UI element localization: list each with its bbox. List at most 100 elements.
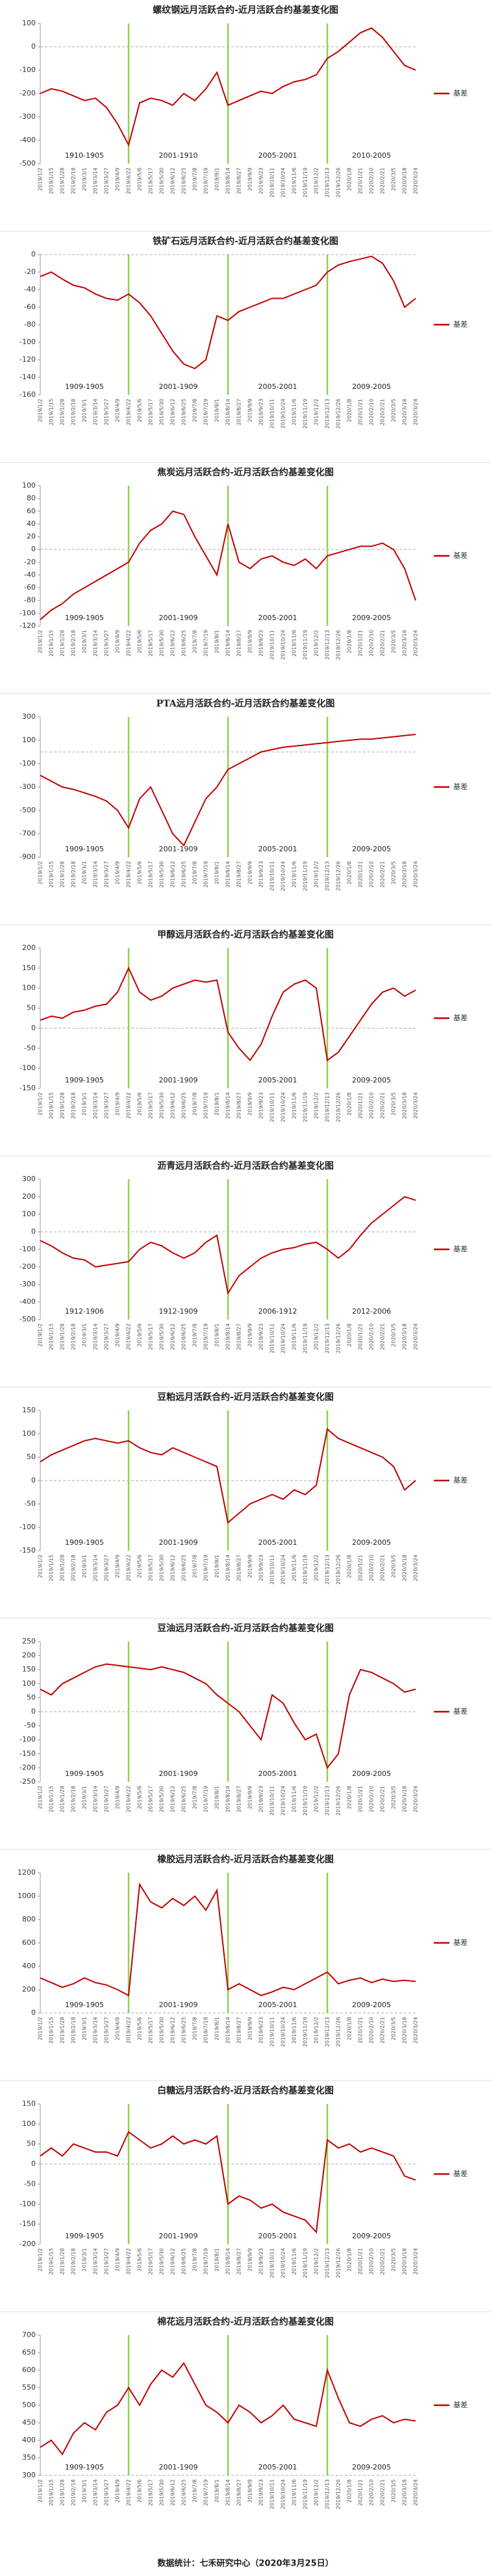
x-tick-label: 2019/7/8 [192, 399, 198, 422]
x-tick-label: 2019/1/15 [49, 2248, 55, 2275]
x-tick-label: 2019/8/1 [214, 1786, 220, 1809]
x-tick-label: 2019/1/15 [49, 861, 55, 888]
x-tick-label: 2019/2/18 [71, 861, 77, 888]
footer: 数据统计：七禾研究中心（2020年3月25日） [157, 2558, 333, 2569]
period-label: 1909-1905 [65, 2232, 104, 2240]
period-label: 2005-2001 [258, 2463, 297, 2471]
x-tick-label: 2020/3/24 [413, 861, 419, 888]
x-tick-label: 2019/5/30 [159, 2479, 165, 2506]
chart-title: 豆油远月活跃合约-近月活跃合约基差变化图 [157, 1623, 334, 1634]
period-label: 2005-2001 [258, 845, 297, 853]
legend-label: 基差 [453, 1938, 468, 1947]
x-tick-label: 2019/1/2 [38, 1092, 44, 1116]
x-tick-label: 2019/9/9 [247, 168, 253, 191]
x-tick-label: 2019/11/6 [292, 1323, 297, 1350]
x-tick-label: 2019/3/14 [93, 399, 99, 425]
x-tick-label: 2019/7/8 [192, 2248, 198, 2271]
x-tick-label: 2019/8/27 [236, 2017, 242, 2044]
x-tick-label: 2019/6/12 [170, 2479, 176, 2506]
x-tick-label: 2019/6/25 [181, 861, 187, 888]
x-tick-label: 2019/4/22 [126, 1323, 132, 1350]
chart-title: 橡胶远月活跃合约-近月活跃合约基差变化图 [157, 1854, 334, 1865]
x-tick-label: 2019/3/27 [104, 2017, 110, 2044]
x-tick-label: 2020/2/21 [380, 2479, 386, 2506]
x-tick-label: 2020/1/21 [358, 861, 364, 888]
x-tick-label: 2019/1/15 [49, 1092, 55, 1119]
x-tick-label: 2019/1/28 [60, 2248, 66, 2275]
x-tick-label: 2019/12/26 [336, 168, 342, 197]
y-tick-label: 100 [22, 2120, 36, 2128]
x-tick-label: 2020/2/21 [380, 1092, 386, 1119]
y-tick-label: 100 [22, 1679, 36, 1688]
x-tick-label: 2019/8/1 [214, 1323, 220, 1347]
x-tick-label: 2019/2/18 [71, 630, 77, 657]
x-tick-label: 2019/10/11 [270, 1323, 275, 1353]
y-tick-label: 150 [22, 1406, 36, 1414]
y-tick-label: -700 [19, 829, 36, 838]
x-tick-label: 2019/8/1 [214, 1092, 220, 1116]
x-tick-label: 2019/11/19 [303, 1092, 308, 1122]
x-tick-label: 2019/9/23 [258, 1323, 264, 1350]
x-tick-label: 2020/3/18 [402, 2248, 408, 2275]
x-tick-label: 2019/10/24 [281, 1323, 286, 1353]
x-tick-label: 2020/3/24 [413, 2248, 419, 2275]
x-tick-label: 2020/3/18 [402, 1092, 408, 1119]
x-tick-label: 2019/9/9 [247, 399, 253, 422]
x-tick-label: 2019/12/2 [314, 168, 320, 194]
y-tick-label: 0 [31, 42, 36, 51]
period-label: 2001-1909 [159, 845, 198, 853]
legend-label: 基差 [453, 88, 468, 97]
period-label: 2001-1909 [159, 2232, 198, 2240]
chart-title: 豆粕远月活跃合约-近月活跃合约基差变化图 [157, 1392, 334, 1403]
y-tick-label: 0 [31, 1476, 36, 1484]
x-tick-label: 2019/8/14 [225, 2017, 231, 2044]
x-tick-label: 2020/3/18 [402, 168, 408, 194]
x-tick-label: 2020/2/21 [380, 1555, 386, 1581]
x-tick-label: 2019/12/13 [325, 1323, 331, 1353]
series-line [40, 734, 416, 847]
x-tick-label: 2020/3/18 [402, 861, 408, 888]
x-tick-label: 2019/5/6 [137, 1786, 143, 1809]
x-tick-label: 2019/6/25 [181, 1786, 187, 1812]
period-label: 2009-2005 [352, 2001, 391, 2009]
y-tick-label: -120 [19, 355, 36, 364]
y-tick-label: -100 [19, 66, 36, 74]
y-tick-label: 500 [22, 2401, 36, 2409]
x-tick-label: 2019/2/18 [71, 168, 77, 194]
x-tick-label: 2019/12/2 [314, 861, 320, 888]
period-label: 1912-1909 [159, 1307, 198, 1316]
x-tick-label: 2019/3/27 [104, 168, 110, 194]
period-label: 2005-2001 [258, 1538, 297, 1547]
x-tick-label: 2019/1/2 [38, 1786, 44, 1809]
x-tick-label: 2020/3/5 [391, 399, 397, 422]
y-tick-label: -40 [24, 570, 36, 579]
x-tick-label: 2020/3/5 [391, 861, 397, 884]
x-tick-label: 2019/7/8 [192, 2017, 198, 2040]
x-tick-label: 2019/9/23 [258, 2479, 264, 2506]
x-tick-label: 2019/5/17 [148, 2479, 154, 2506]
x-tick-label: 2020/1/8 [347, 2017, 353, 2040]
x-tick-label: 2019/8/27 [236, 1092, 242, 1119]
x-tick-label: 2019/1/28 [60, 1786, 66, 1812]
x-tick-label: 2019/5/6 [137, 630, 143, 653]
chart-title: 焦炭远月活跃合约-近月活跃合约基差变化图 [157, 467, 334, 478]
x-tick-label: 2019/6/12 [170, 861, 176, 888]
series-line [40, 1195, 416, 1295]
y-tick-label: -200 [19, 1262, 36, 1271]
y-tick-label: -100 [19, 608, 36, 617]
x-tick-label: 2019/10/11 [270, 630, 275, 660]
x-tick-label: 2020/3/18 [402, 399, 408, 425]
x-tick-label: 2019/6/25 [181, 1092, 187, 1119]
y-tick-label: -80 [24, 320, 36, 329]
y-tick-label: -40 [24, 285, 36, 294]
x-tick-label: 2019/8/14 [225, 2479, 231, 2506]
x-tick-label: 2019/8/27 [236, 1323, 242, 1350]
x-tick-label: 2019/9/9 [247, 2017, 253, 2040]
y-tick-label: 0 [31, 1707, 36, 1716]
x-tick-label: 2019/10/11 [270, 1786, 275, 1816]
x-tick-label: 2019/5/17 [148, 399, 154, 425]
x-tick-label: 2019/1/2 [38, 630, 44, 653]
x-tick-label: 2019/8/14 [225, 168, 231, 194]
x-tick-label: 2019/8/27 [236, 630, 242, 657]
y-tick-label: 550 [22, 2383, 36, 2392]
